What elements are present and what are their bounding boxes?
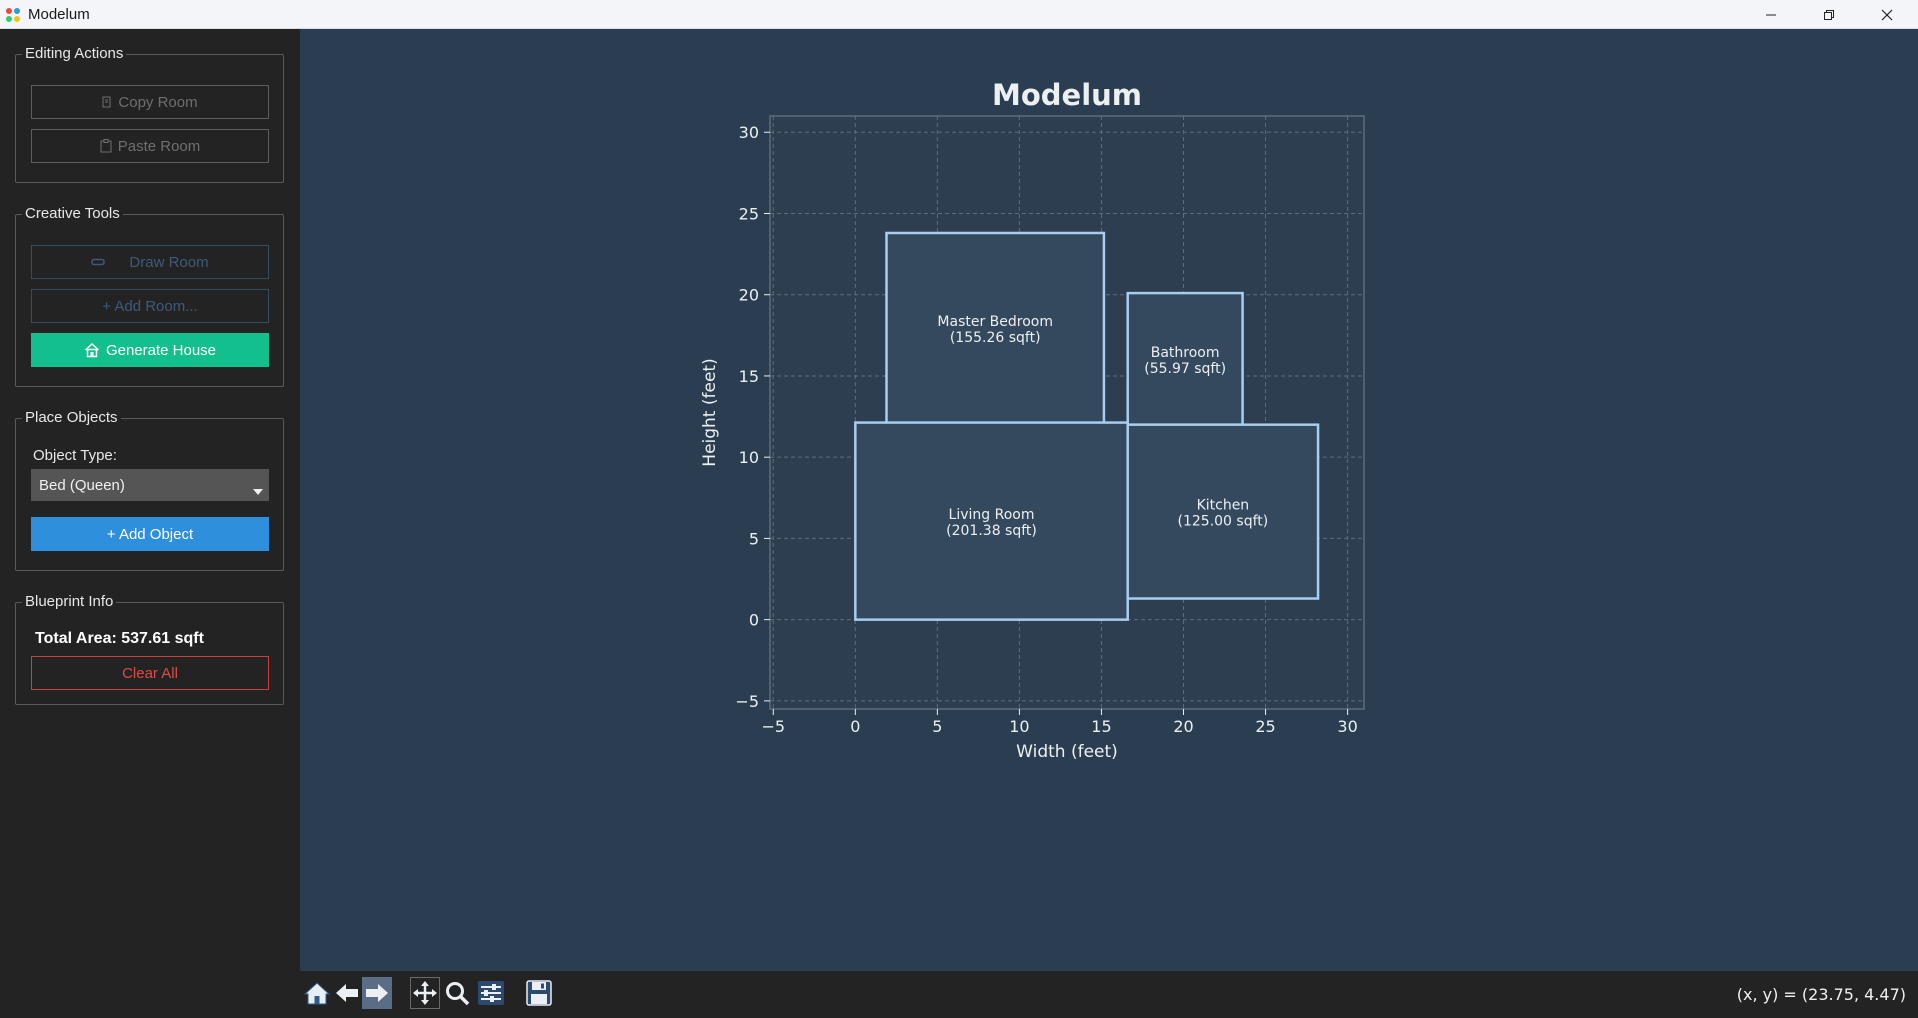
y-tick-label: 5 (749, 529, 759, 548)
restore-icon (1824, 9, 1834, 20)
pan-button[interactable] (410, 977, 440, 1009)
room-bathroom[interactable]: Bathroom(55.97 sqft) (1126, 291, 1244, 426)
x-tick-label: 20 (1173, 717, 1193, 736)
room-rect[interactable] (854, 421, 1129, 621)
total-area-text: Total Area: 537.61 sqft (35, 630, 204, 647)
clipboard-icon (100, 139, 112, 153)
room-master-bedroom[interactable]: Master Bedroom(155.26 sqft) (885, 231, 1106, 425)
ticks-layer: −5 0 5 10 15 20 25 30 −5 0 5 10 15 20 25 30 (735, 123, 1357, 736)
room-rect[interactable] (1126, 291, 1244, 426)
room-area-label: (125.00 sqft) (1178, 514, 1269, 530)
blueprint-info-group: Blueprint Info Total Area: 537.61 sqft C… (15, 593, 284, 705)
room-area-label: (201.38 sqft) (946, 523, 1037, 539)
restore-button[interactable] (1800, 0, 1858, 29)
generate-house-button[interactable]: Generate House (31, 333, 269, 367)
home-button[interactable] (302, 977, 332, 1009)
x-tick-label: 25 (1255, 717, 1275, 736)
save-button[interactable] (524, 977, 554, 1009)
object-type-select[interactable]: Bed (Queen) (31, 469, 269, 501)
cursor-coordinates: (x, y) = (23.75, 4.47) (1736, 985, 1906, 1004)
house-icon (84, 342, 99, 358)
room-name-label: Living Room (949, 507, 1035, 523)
y-tick-label: 15 (739, 367, 759, 386)
y-axis-label: Height (feet) (700, 358, 720, 466)
back-button[interactable] (332, 977, 362, 1009)
room-rect[interactable] (1126, 423, 1320, 600)
room-name-label: Master Bedroom (937, 314, 1053, 330)
room-name-label: Kitchen (1197, 498, 1250, 514)
add-room-button[interactable]: + Add Room... (31, 289, 269, 323)
add-object-label: + Add Object (106, 525, 194, 543)
chart-title: Modelum (992, 78, 1142, 112)
close-icon (1881, 9, 1893, 20)
y-tick-label: 20 (739, 286, 759, 305)
x-tick-label: 0 (850, 717, 860, 736)
draw-room-button[interactable]: Draw Room (31, 245, 269, 279)
home-icon (303, 982, 331, 1005)
minimize-button[interactable] (1742, 0, 1800, 29)
zoom-icon (446, 982, 470, 1006)
y-tick-label: −5 (735, 692, 759, 711)
pan-icon (413, 981, 437, 1005)
room-area-label: (55.97 sqft) (1144, 361, 1226, 377)
dropdown-arrow-icon (253, 489, 263, 495)
back-arrow-icon (336, 984, 358, 1002)
plot-figure: Master Bedroom (155.26 sqft) Bathroom (55.9… (300, 29, 1918, 971)
x-tick-label: 5 (932, 717, 942, 736)
room-area-label: (155.26 sqft) (950, 330, 1041, 346)
group-title: Place Objects (22, 409, 121, 427)
paste-room-label: Paste Room (117, 137, 201, 155)
room-kitchen[interactable]: Kitchen(125.00 sqft) (1126, 423, 1320, 600)
configure-subplots-icon (478, 981, 504, 1005)
group-title: Creative Tools (22, 205, 123, 223)
object-type-value: Bed (Queen) (39, 477, 125, 494)
object-type-label: Object Type: (33, 447, 117, 464)
x-tick-label: −5 (761, 717, 785, 736)
x-tick-label: 30 (1337, 717, 1357, 736)
place-objects-group: Place Objects Object Type: Bed (Queen) +… (15, 409, 284, 571)
room-rect[interactable] (885, 231, 1106, 425)
y-tick-label: 10 (739, 448, 759, 467)
x-tick-label: 15 (1091, 717, 1111, 736)
copy-room-label: Copy Room (118, 93, 198, 111)
paste-room-button[interactable]: Paste Room (31, 129, 269, 163)
rooms-layer: Master Bedroom(155.26 sqft)Bathroom(55.9… (854, 231, 1320, 621)
room-name-label: Bathroom (1151, 345, 1220, 361)
draw-room-icon (91, 258, 106, 266)
axes-frame (769, 115, 1365, 710)
draw-room-label: Draw Room (129, 253, 209, 271)
x-axis-label: Width (feet) (1016, 742, 1118, 762)
sidebar: Editing Actions Copy Room Paste Room Cre… (0, 29, 300, 1018)
copy-room-button[interactable]: Copy Room (31, 85, 269, 119)
app-logo-icon (6, 8, 20, 22)
window-title: Modelum (28, 6, 90, 23)
save-icon (526, 980, 552, 1006)
generate-house-label: Generate House (105, 341, 217, 359)
editing-actions-group: Editing Actions Copy Room Paste Room (15, 45, 284, 183)
group-title: Blueprint Info (22, 593, 117, 611)
y-tick-label: 30 (739, 123, 759, 142)
room-living-room[interactable]: Living Room(201.38 sqft) (854, 421, 1129, 621)
group-title: Editing Actions (22, 45, 127, 63)
clear-all-label: Clear All (122, 664, 178, 682)
x-tick-label: 10 (1009, 717, 1029, 736)
floor-plan-chart[interactable]: Master Bedroom(155.26 sqft)Bathroom(55.9… (300, 29, 1918, 971)
y-tick-label: 25 (739, 204, 759, 223)
add-object-button[interactable]: + Add Object (31, 517, 269, 551)
minimize-icon (1766, 14, 1776, 15)
creative-tools-group: Creative Tools Draw Room + Add Room... G… (15, 205, 284, 387)
title-bar: Modelum (0, 0, 1918, 29)
clear-all-button[interactable]: Clear All (31, 656, 269, 690)
configure-subplots-button[interactable] (476, 977, 506, 1009)
forward-button[interactable] (362, 977, 392, 1009)
navigation-toolbar: (x, y) = (23.75, 4.47) (300, 971, 1918, 1018)
add-room-label: + Add Room... (102, 297, 198, 315)
y-tick-label: 0 (749, 611, 759, 630)
zoom-button[interactable] (442, 977, 472, 1009)
forward-arrow-icon (366, 984, 388, 1002)
copy-icon (102, 96, 111, 107)
close-button[interactable] (1858, 0, 1916, 29)
